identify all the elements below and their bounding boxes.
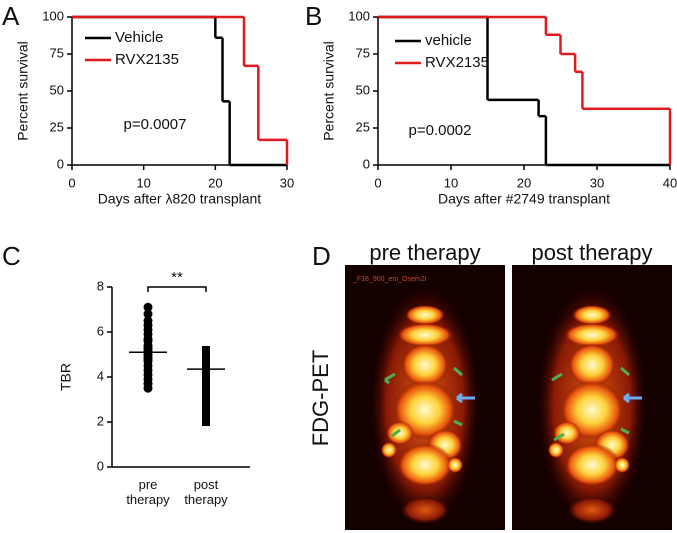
legend-label: RVX2135	[115, 51, 179, 68]
y-tick-label: 4	[97, 368, 104, 383]
data-point	[143, 309, 153, 319]
legend-label: Vehicle	[115, 29, 163, 46]
y-tick-label: 50	[50, 82, 64, 97]
data-point	[202, 373, 210, 381]
data-point	[202, 413, 210, 422]
x-tick-label: 20	[517, 175, 531, 190]
data-point	[143, 383, 153, 393]
x-tick-label: pre therapy	[126, 477, 170, 507]
y-axis-label: Percent survival	[321, 41, 337, 141]
y-tick-label: 0	[363, 156, 370, 171]
annotation: p=0.0002	[409, 122, 472, 139]
image-title: post therapy	[531, 240, 652, 265]
pet-image: _F18_900_em_Osem2I	[345, 265, 505, 530]
data-point	[202, 377, 210, 386]
x-tick-label: 30	[280, 175, 294, 190]
panel-label: C	[2, 241, 21, 271]
data-point	[202, 400, 210, 408]
y-tick-label: 25	[50, 119, 64, 134]
pet-image	[512, 265, 672, 530]
legend-label: RVX2135	[425, 54, 489, 71]
panel-label: A	[2, 1, 20, 31]
image-title: pre therapy	[369, 240, 480, 265]
data-point	[143, 302, 153, 312]
y-tick-label: 75	[50, 45, 64, 60]
x-tick-label: 0	[374, 175, 381, 190]
annotation: p=0.0007	[124, 116, 187, 133]
data-point	[202, 391, 210, 399]
x-tick-label: 0	[68, 175, 75, 190]
data-point	[202, 404, 210, 413]
y-tick-label: 25	[356, 119, 370, 134]
panel-label: B	[305, 1, 322, 31]
y-tick-label: 0	[97, 458, 104, 473]
data-point	[202, 418, 210, 426]
y-axis-label: Percent survival	[15, 41, 31, 141]
y-axis-label: TBR	[58, 363, 74, 391]
x-tick-label: 40	[663, 175, 677, 190]
y-tick-label: 0	[57, 156, 64, 171]
side-label: FDG-PET	[308, 350, 333, 447]
image-caption: _F18_900_em_Osem2I	[352, 276, 427, 283]
y-tick-label: 8	[97, 278, 104, 293]
y-tick-label: 6	[97, 323, 104, 338]
data-point	[202, 352, 210, 361]
x-tick-label: 10	[136, 175, 150, 190]
x-axis-label: Days after #2749 transplant	[438, 191, 610, 207]
data-point	[202, 409, 210, 417]
legend-label: vehicle	[425, 32, 472, 49]
significance-bracket	[147, 286, 207, 292]
y-tick-label: 50	[356, 82, 370, 97]
x-tick-label: post therapy	[184, 477, 228, 507]
annotation: **	[171, 269, 183, 286]
panel-label: D	[312, 241, 331, 271]
data-point	[202, 386, 210, 395]
x-tick-label: 10	[444, 175, 458, 190]
y-tick-label: 2	[97, 413, 104, 428]
y-tick-label: 100	[348, 8, 370, 23]
x-tick-label: 30	[590, 175, 604, 190]
x-axis-label: Days after λ820 transplant	[98, 191, 262, 207]
data-point	[202, 382, 210, 390]
x-tick-label: 20	[208, 175, 222, 190]
data-point	[202, 346, 210, 354]
y-tick-label: 100	[42, 8, 64, 23]
data-point	[202, 395, 210, 404]
y-tick-label: 75	[356, 45, 370, 60]
